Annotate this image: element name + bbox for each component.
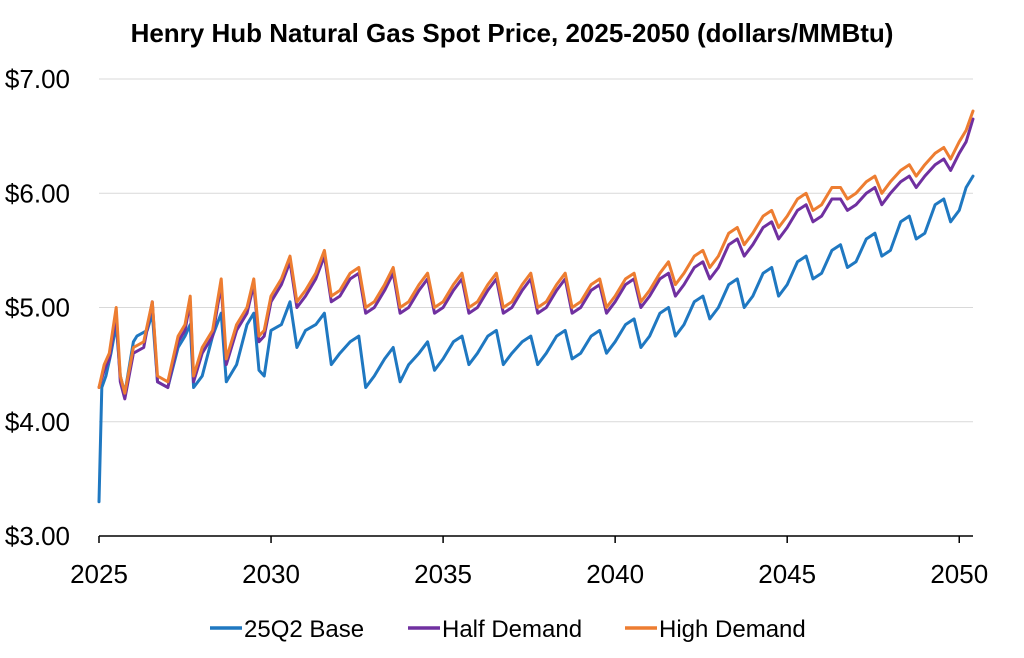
- y-tick-label: $6.00: [5, 178, 70, 208]
- legend-label: 25Q2 Base: [244, 616, 364, 643]
- legend: 25Q2 Base Half Demand High Demand: [210, 616, 806, 643]
- chart-title: Henry Hub Natural Gas Spot Price, 2025-2…: [131, 18, 894, 48]
- y-tick-label: $5.00: [5, 293, 70, 323]
- y-tick-labels: $3.00 $4.00 $5.00 $6.00 $7.00: [5, 64, 70, 551]
- legend-label: Half Demand: [442, 616, 582, 643]
- x-tick-label: 2050: [930, 559, 988, 589]
- series-lines: [97, 109, 975, 504]
- y-tick-label: $4.00: [5, 407, 70, 437]
- legend-label: High Demand: [659, 616, 806, 643]
- x-tick-label: 2035: [414, 559, 472, 589]
- x-tick-label: 2030: [242, 559, 300, 589]
- y-tick-label: $7.00: [5, 64, 70, 94]
- series-line-25q2-base: [97, 174, 975, 504]
- axes: [98, 535, 973, 543]
- x-tick-label: 2025: [70, 559, 128, 589]
- grid-lines: [99, 78, 973, 423]
- y-tick-label: $3.00: [5, 521, 70, 551]
- x-tick-label: 2040: [586, 559, 644, 589]
- x-tick-label: 2045: [758, 559, 816, 589]
- series-line-high-demand: [97, 109, 975, 395]
- x-tick-labels: 2025 2030 2035 2040 2045 2050: [70, 559, 988, 589]
